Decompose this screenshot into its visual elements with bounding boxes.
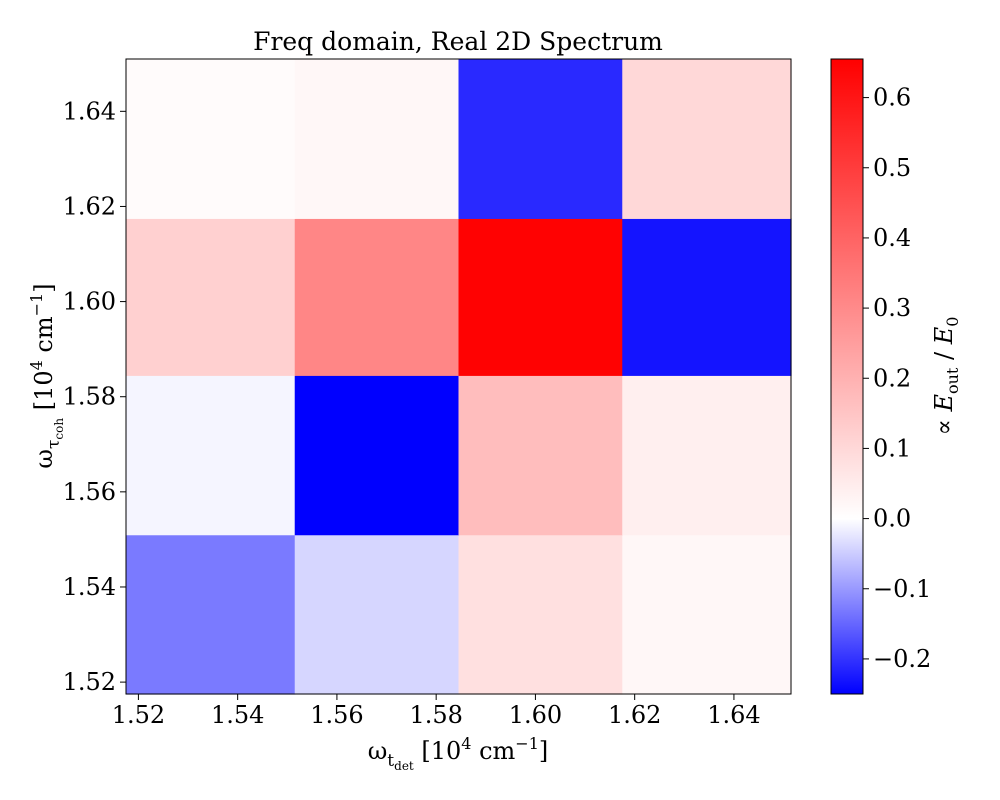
heatmap-cell xyxy=(458,534,623,695)
colorbar-tick-label: 0.0 xyxy=(873,505,911,533)
heatmap-cell xyxy=(622,59,792,219)
colorbar-tick-label: 0.2 xyxy=(873,364,911,392)
colorbar-tick-label: 0.1 xyxy=(873,434,911,462)
plot-frame xyxy=(125,58,792,695)
y-tick-label: 1.52 xyxy=(63,668,116,696)
colorbar-tick-label: −0.2 xyxy=(873,645,931,673)
heatmap-cell xyxy=(294,375,460,536)
heatmap-cell xyxy=(126,375,296,536)
y-tick-label: 1.62 xyxy=(63,192,116,220)
x-tick-label: 1.60 xyxy=(509,701,562,729)
x-tick-label: 1.58 xyxy=(409,701,462,729)
colorbar-tick-label: 0.3 xyxy=(873,294,911,322)
colorbar-ticks: −0.2 −0.1 0.0 0.1 0.2 0.3 0.4 0.5 0.6 xyxy=(863,84,931,673)
heatmap-cell xyxy=(126,218,296,376)
colorbar-tick-label: 0.5 xyxy=(873,154,911,182)
heatmap-cell xyxy=(126,534,296,695)
heatmap-cell xyxy=(458,59,623,219)
x-tick-label: 1.56 xyxy=(310,701,363,729)
x-tick-label: 1.52 xyxy=(112,701,165,729)
x-axis-ticks: 1.52 1.54 1.56 1.58 1.60 1.62 1.64 xyxy=(112,694,761,729)
colorbar-tick-label: 0.6 xyxy=(873,84,911,112)
heatmap-cell xyxy=(458,375,623,536)
y-axis-label: ωτcoh [104 cm−1] xyxy=(27,283,66,468)
heatmap-cell xyxy=(458,218,623,376)
heatmap-cell xyxy=(126,59,296,219)
heatmap-cell xyxy=(294,534,460,695)
y-tick-label: 1.64 xyxy=(63,97,116,125)
y-tick-label: 1.60 xyxy=(63,288,116,316)
colorbar-label: ∝ Eout / E0 xyxy=(930,317,962,436)
x-axis-label: ωtdet [104 cm−1] xyxy=(368,734,549,773)
colorbar-tick-label: −0.1 xyxy=(873,575,931,603)
colorbar xyxy=(830,58,864,695)
y-tick-label: 1.54 xyxy=(63,573,116,601)
x-tick-label: 1.62 xyxy=(608,701,661,729)
heatmap-cell xyxy=(622,218,792,376)
heatmap-cell xyxy=(622,534,792,695)
heatmap-cell xyxy=(622,375,792,536)
x-tick-label: 1.64 xyxy=(707,701,760,729)
x-tick-label: 1.54 xyxy=(211,701,264,729)
heatmap-cells xyxy=(126,59,792,695)
y-tick-label: 1.58 xyxy=(63,383,116,411)
heatmap-cell xyxy=(294,218,460,376)
chart-title: Freq domain, Real 2D Spectrum xyxy=(253,27,663,56)
heatmap-cell xyxy=(294,59,460,219)
colorbar-tick-label: 0.4 xyxy=(873,224,911,252)
y-tick-label: 1.56 xyxy=(63,478,116,506)
y-axis-ticks: 1.52 1.54 1.56 1.58 1.60 1.62 1.64 xyxy=(63,97,126,696)
